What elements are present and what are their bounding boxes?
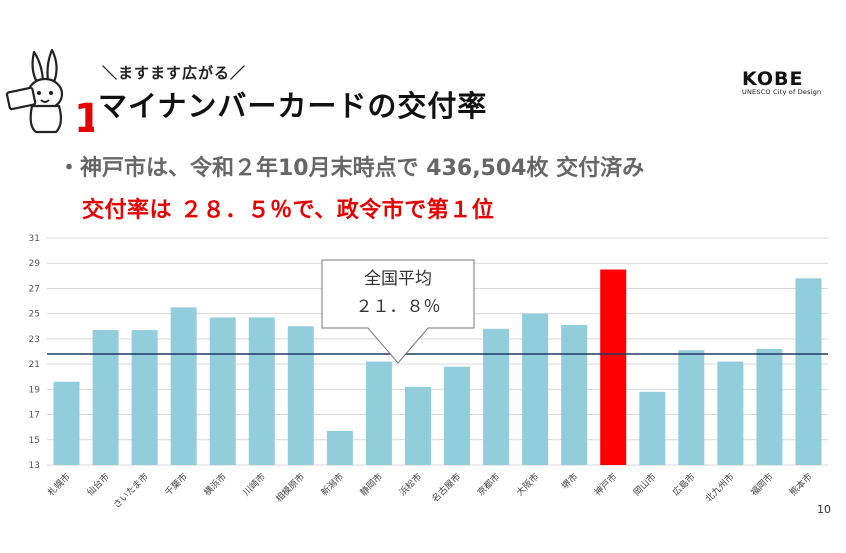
x-tick-label: 京都市 bbox=[475, 471, 503, 499]
bar-浜松市 bbox=[404, 386, 431, 465]
bar-横浜市 bbox=[209, 317, 236, 465]
bullet-issuance-rate: 交付率は ２８．５％で、政令市で第１位 bbox=[82, 198, 495, 223]
bar-福岡市 bbox=[756, 348, 783, 465]
y-tick-label: 13 bbox=[29, 461, 40, 471]
y-tick-label: 19 bbox=[29, 385, 41, 395]
x-tick-label: 相模原市 bbox=[273, 471, 307, 505]
bar-名古屋市 bbox=[444, 366, 471, 465]
bar-chart: 全国平均 ２１．８％ 13 15 17 19 21 23 25 27 29 31 札幌市 仙台市 さいたま… bbox=[29, 234, 828, 511]
x-tick-label: 横浜市 bbox=[201, 471, 229, 499]
subtitle: ＼ますます広がる／ bbox=[102, 64, 247, 82]
bar-さいたま市 bbox=[131, 330, 158, 465]
x-tick-label: 神戸市 bbox=[592, 471, 620, 499]
kobe-logo: KOBE UNESCO City of Design bbox=[742, 68, 822, 96]
bar-岡山市 bbox=[639, 391, 666, 465]
x-tick-label: 川崎市 bbox=[240, 471, 268, 499]
x-tick-label: 新潟市 bbox=[318, 471, 346, 499]
bar-京都市 bbox=[483, 328, 510, 465]
x-tick-label: 岡山市 bbox=[631, 471, 659, 499]
y-tick-label: 21 bbox=[29, 360, 40, 370]
bar-仙台市 bbox=[92, 330, 119, 465]
x-tick-label: 仙台市 bbox=[84, 471, 112, 499]
bar-北九州市 bbox=[717, 361, 744, 465]
y-tick-label: 29 bbox=[29, 259, 41, 269]
bar-熊本市 bbox=[795, 278, 822, 465]
bar-広島市 bbox=[678, 350, 705, 465]
bar-相模原市 bbox=[287, 326, 314, 465]
svg-text:1: 1 bbox=[74, 96, 94, 136]
average-value: ２１．８％ bbox=[356, 297, 441, 317]
bar-川崎市 bbox=[248, 317, 275, 465]
x-tick-label: 福岡市 bbox=[748, 471, 776, 499]
y-tick-label: 23 bbox=[29, 335, 40, 345]
average-callout bbox=[321, 259, 475, 364]
y-tick-label: 17 bbox=[29, 411, 40, 421]
y-tick-label: 31 bbox=[29, 234, 40, 244]
page-title: マイナンバーカードの交付率 bbox=[98, 89, 488, 123]
bullet-issued-count: ・神戸市は、令和２年10月末時点で 436,504枚 交付済み bbox=[58, 156, 645, 181]
x-tick-label: 浜松市 bbox=[397, 471, 425, 499]
bar-札幌市 bbox=[53, 381, 80, 465]
x-tick-label: さいたま市 bbox=[111, 471, 151, 511]
x-tick-label: 札幌市 bbox=[45, 471, 73, 499]
bar-静岡市 bbox=[365, 361, 392, 465]
bar-神戸市 bbox=[600, 269, 627, 465]
y-tick-label: 15 bbox=[29, 436, 40, 446]
mascot-illustration: 1 bbox=[5, 48, 94, 136]
y-tick-label: 25 bbox=[29, 310, 40, 320]
bar-千葉市 bbox=[170, 307, 197, 465]
bar-堺市 bbox=[561, 325, 588, 465]
x-tick-label: 静岡市 bbox=[357, 471, 385, 499]
x-tick-label: 千葉市 bbox=[162, 471, 190, 499]
x-tick-label: 熊本市 bbox=[787, 471, 815, 499]
bar-大阪市 bbox=[522, 313, 549, 465]
logo-tagline: UNESCO City of Design bbox=[742, 88, 822, 96]
x-tick-label: 大阪市 bbox=[514, 471, 542, 499]
x-tick-label: 北九州市 bbox=[703, 471, 737, 505]
x-tick-label: 名古屋市 bbox=[429, 471, 463, 505]
logo-wordmark: KOBE bbox=[742, 68, 804, 90]
x-tick-label: 広島市 bbox=[670, 471, 698, 499]
page-number: 10 bbox=[817, 503, 831, 516]
y-tick-label: 27 bbox=[29, 284, 40, 294]
bar-新潟市 bbox=[326, 430, 353, 465]
average-label: 全国平均 bbox=[364, 269, 432, 289]
x-tick-label: 堺市 bbox=[559, 471, 580, 492]
